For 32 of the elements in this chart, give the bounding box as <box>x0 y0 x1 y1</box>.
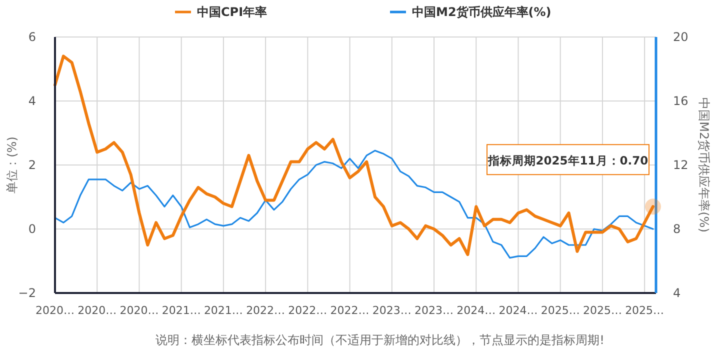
y2-axis-title: 中国M2货币供应年率(%) <box>697 98 711 232</box>
y-tick-label: 4 <box>28 94 36 108</box>
x-tick-label: 2020… <box>120 304 159 317</box>
y2-tick-label: 12 <box>673 158 688 172</box>
x-tick-label: 2022… <box>288 304 328 317</box>
x-tick-label: 2025… <box>540 304 580 317</box>
legend-label: 中国M2货币供应年率(%) <box>412 5 552 19</box>
x-tick-label: 2024… <box>456 304 496 317</box>
y2-tick-label: 4 <box>673 286 681 300</box>
annotation: 指标周期2025年11月：0.70 <box>486 154 648 168</box>
x-tick-label: 2022… <box>246 304 286 317</box>
x-tick-label: 2021… <box>162 304 201 317</box>
legend-label: 中国CPI年率 <box>197 5 268 19</box>
y-axis-title: 单位：(%) <box>5 136 19 194</box>
y2-tick-label: 20 <box>673 30 688 44</box>
x-tick-label: 2022… <box>330 304 370 317</box>
x-tick-label: 2020… <box>36 304 74 317</box>
x-tick-label: 2021… <box>204 304 243 317</box>
x-tick-label: 2025… <box>582 304 622 317</box>
x-tick-label: 2023… <box>414 304 454 317</box>
tooltip: 指标周期2025年11月：0.70 <box>486 144 650 176</box>
y-tick-label: −2 <box>18 286 36 300</box>
x-tick-label: 2020… <box>78 304 117 317</box>
text: 说明：横坐标代表指标公布时间（不适用于新增的对比线），节点显示的是指标周期! <box>156 333 604 347</box>
y-tick-label: 0 <box>28 222 36 236</box>
x-tick-label: 2025… <box>625 304 664 317</box>
y2-tick-label: 8 <box>673 222 681 236</box>
y-tick-label: 6 <box>28 30 36 44</box>
y2-tick-label: 16 <box>673 94 688 108</box>
x-tick-label: 2024… <box>498 304 538 317</box>
y-tick-label: 2 <box>28 158 36 172</box>
x-tick-label: 2023… <box>372 304 412 317</box>
